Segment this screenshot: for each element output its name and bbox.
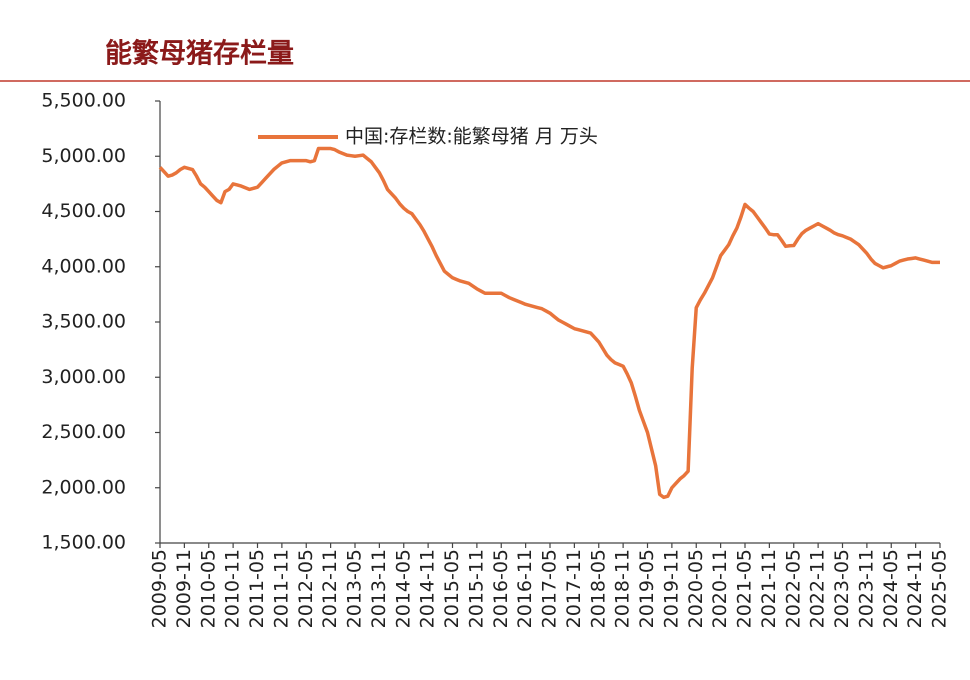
x-tick-label: 2015-11 [465,549,487,628]
x-tick-label: 2013-11 [368,549,390,628]
x-tick-label: 2009-11 [173,549,195,628]
x-tick-label: 2009-05 [149,549,171,628]
x-tick-label: 2020-11 [709,549,731,628]
x-tick-label: 2011-05 [246,549,268,628]
x-tick-label: 2014-05 [392,549,414,628]
x-tick-label: 2023-11 [855,549,877,628]
x-tick-label: 2024-11 [904,549,926,628]
y-tick-label: 3,000.00 [41,366,126,388]
x-tick-label: 2021-05 [734,549,756,628]
y-tick-label: 3,500.00 [41,311,126,333]
y-tick-label: 1,500.00 [41,532,126,554]
y-tick-label: 4,500.00 [41,200,126,222]
x-tick-label: 2022-11 [807,549,829,628]
x-tick-label: 2022-05 [782,549,804,628]
x-tick-label: 2019-11 [660,549,682,628]
x-tick-label: 2021-11 [758,549,780,628]
x-tick-label: 2013-05 [344,549,366,628]
x-tick-label: 2025-05 [929,549,951,628]
x-tick-label: 2020-05 [685,549,707,628]
x-tick-label: 2016-11 [514,549,536,628]
y-tick-label: 5,500.00 [41,90,126,112]
x-tick-label: 2018-05 [587,549,609,628]
x-tick-label: 2012-05 [295,549,317,628]
y-tick-label: 4,000.00 [41,255,126,277]
x-tick-label: 2015-05 [441,549,463,628]
x-tick-label: 2018-11 [612,549,634,628]
x-tick-label: 2010-11 [222,549,244,628]
x-tick-label: 2014-11 [417,549,439,628]
series-line [158,146,940,500]
chart-title: 能繁母猪存栏量 [105,38,294,70]
x-tick-label: 2017-05 [539,549,561,628]
x-tick-label: 2010-05 [197,549,219,628]
y-tick-label: 2,500.00 [41,421,126,443]
x-tick-label: 2017-11 [563,549,585,628]
x-tick-label: 2012-11 [319,549,341,628]
x-tick-label: 2023-05 [831,549,853,628]
x-tick-label: 2019-05 [636,549,658,628]
legend-label: 中国:存栏数:能繁母猪 月 万头 [345,126,598,148]
y-tick-label: 5,000.00 [41,145,126,167]
x-tick-label: 2011-11 [270,549,292,628]
y-tick-label: 2,000.00 [41,476,126,498]
x-tick-label: 2016-05 [490,549,512,628]
x-tick-label: 2024-05 [880,549,902,628]
